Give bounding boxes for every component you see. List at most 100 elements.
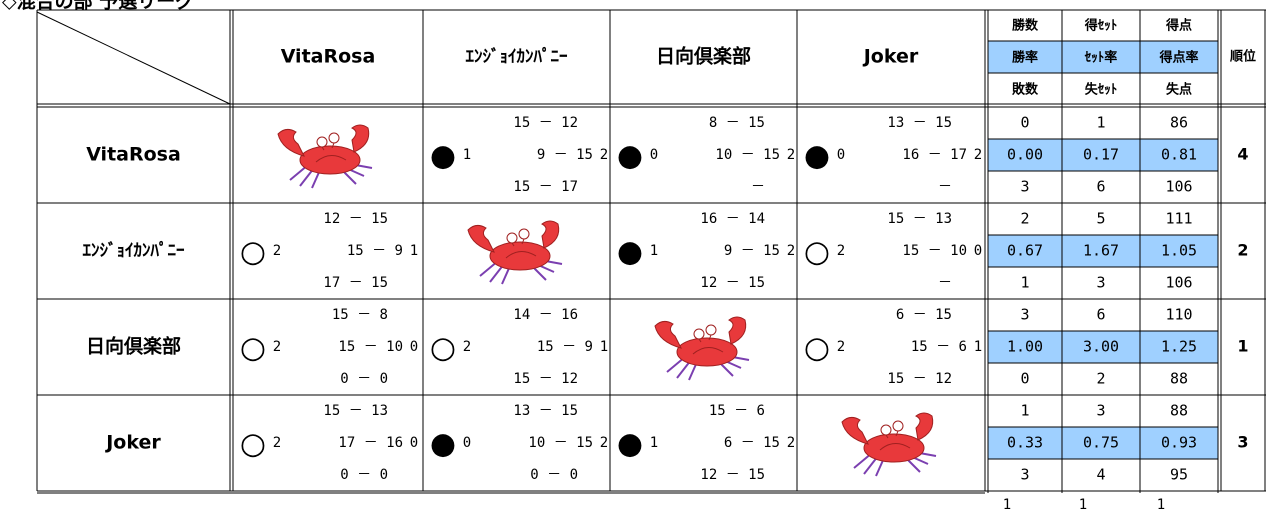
stat-value: 0.93 <box>1161 434 1197 452</box>
stat-value: 1 <box>1020 274 1029 292</box>
set-score: 6 － 15 <box>896 307 952 323</box>
set-score: 0 － 0 <box>530 467 578 483</box>
sets-lost: 2 <box>787 435 795 451</box>
stat-value: 3 <box>1020 306 1029 324</box>
stat-value: 3.00 <box>1083 338 1119 356</box>
set-score: 15 － 8 <box>332 307 388 323</box>
stat-header: 敗数 <box>1012 82 1039 98</box>
stat-header: ｾｯﾄ率 <box>1084 50 1118 66</box>
team-header: ｴﾝｼﾞｮｲｶﾝﾊﾟﾆｰ <box>466 46 568 67</box>
footer-value: 1 <box>1003 497 1011 513</box>
stat-value: 0.00 <box>1007 146 1043 164</box>
rank: 2 <box>1237 241 1248 260</box>
set-score: 15 － 9 <box>537 339 593 355</box>
crab-icon <box>840 411 938 478</box>
stat-value: 2 <box>1096 370 1105 388</box>
result-mark: ○ <box>804 235 830 270</box>
stat-value: 3 <box>1020 178 1029 196</box>
set-score: 0 － 0 <box>340 371 388 387</box>
rank: 1 <box>1237 337 1248 356</box>
set-score: 12 － 15 <box>700 275 765 291</box>
stat-value: 86 <box>1170 114 1188 132</box>
set-score: 17 － 15 <box>323 275 388 291</box>
stat-value: 110 <box>1165 306 1192 324</box>
stat-value: 111 <box>1165 210 1192 228</box>
stat-header: 勝数 <box>1012 18 1039 34</box>
sets-won: 2 <box>463 339 471 355</box>
stat-value: 1.67 <box>1083 242 1119 260</box>
highlight <box>988 427 1218 459</box>
team-header: Joker <box>862 46 919 68</box>
highlight <box>988 235 1218 267</box>
stat-value: 106 <box>1165 274 1192 292</box>
stat-header: 得ｾｯﾄ <box>1084 18 1118 34</box>
stat-value: 0.75 <box>1083 434 1119 452</box>
result-mark: ● <box>430 427 456 462</box>
highlight <box>988 41 1218 73</box>
rank: 4 <box>1237 145 1248 164</box>
set-score: － <box>751 179 765 195</box>
team-header: 日向倶楽部 <box>656 45 751 68</box>
crab-icon <box>276 123 374 190</box>
stat-value: 3 <box>1096 402 1105 420</box>
title: ◇混合の部 予選リーグ <box>2 0 194 13</box>
footer-value: 1 <box>1079 497 1087 513</box>
set-score: 15 － 12 <box>887 371 952 387</box>
team-name: Joker <box>104 432 161 454</box>
set-score: 12 － 15 <box>700 467 765 483</box>
sets-won: 1 <box>463 147 471 163</box>
stat-value: 1.05 <box>1161 242 1197 260</box>
sets-won: 2 <box>837 339 845 355</box>
sets-won: 0 <box>463 435 471 451</box>
set-score: 15 － 6 <box>709 403 765 419</box>
set-score: 15 － 6 <box>911 339 967 355</box>
sets-lost: 2 <box>974 147 982 163</box>
stat-value: 1 <box>1020 402 1029 420</box>
team-name: VitaRosa <box>86 144 181 166</box>
sets-lost: 2 <box>600 147 608 163</box>
stat-value: 3 <box>1020 466 1029 484</box>
stat-value: 2 <box>1020 210 1029 228</box>
sets-lost: 1 <box>600 339 608 355</box>
set-score: 16 － 17 <box>902 147 967 163</box>
stat-header: 勝率 <box>1012 50 1038 66</box>
set-score: 13 － 15 <box>513 403 578 419</box>
result-mark: ● <box>617 235 643 270</box>
set-score: － <box>938 179 952 195</box>
sets-won: 2 <box>273 435 281 451</box>
set-score: 17 － 16 <box>338 435 403 451</box>
set-score: 15 － 12 <box>513 115 578 131</box>
result-mark: ○ <box>804 331 830 366</box>
highlight <box>988 331 1218 363</box>
stat-value: 106 <box>1165 178 1192 196</box>
sets-lost: 2 <box>787 243 795 259</box>
sets-lost: 2 <box>787 147 795 163</box>
team-name: ｴﾝｼﾞｮｲｶﾝﾊﾟﾆｰ <box>83 240 185 261</box>
result-mark: ● <box>430 139 456 174</box>
sets-lost: 1 <box>410 243 418 259</box>
rank-header: 順位 <box>1230 49 1256 65</box>
sets-won: 1 <box>650 435 658 451</box>
set-score: 15 － 13 <box>323 403 388 419</box>
sets-lost: 0 <box>410 435 418 451</box>
result-mark: ● <box>617 139 643 174</box>
set-score: 0 － 0 <box>340 467 388 483</box>
stat-header: 失点 <box>1166 82 1192 98</box>
set-score: 9 － 15 <box>537 147 593 163</box>
stat-value: 0 <box>1020 114 1029 132</box>
set-score: 13 － 15 <box>887 115 952 131</box>
sets-lost: 2 <box>600 435 608 451</box>
stat-value: 1.25 <box>1161 338 1197 356</box>
stat-value: 1.00 <box>1007 338 1043 356</box>
crab-icon <box>466 219 564 286</box>
stat-value: 0.67 <box>1007 242 1043 260</box>
sets-won: 2 <box>273 339 281 355</box>
result-mark: ○ <box>240 331 266 366</box>
stat-value: 95 <box>1170 466 1188 484</box>
sets-won: 1 <box>650 243 658 259</box>
sets-lost: 0 <box>974 243 982 259</box>
result-mark: ● <box>617 427 643 462</box>
stat-value: 3 <box>1096 274 1105 292</box>
sets-won: 0 <box>650 147 658 163</box>
sets-won: 2 <box>837 243 845 259</box>
